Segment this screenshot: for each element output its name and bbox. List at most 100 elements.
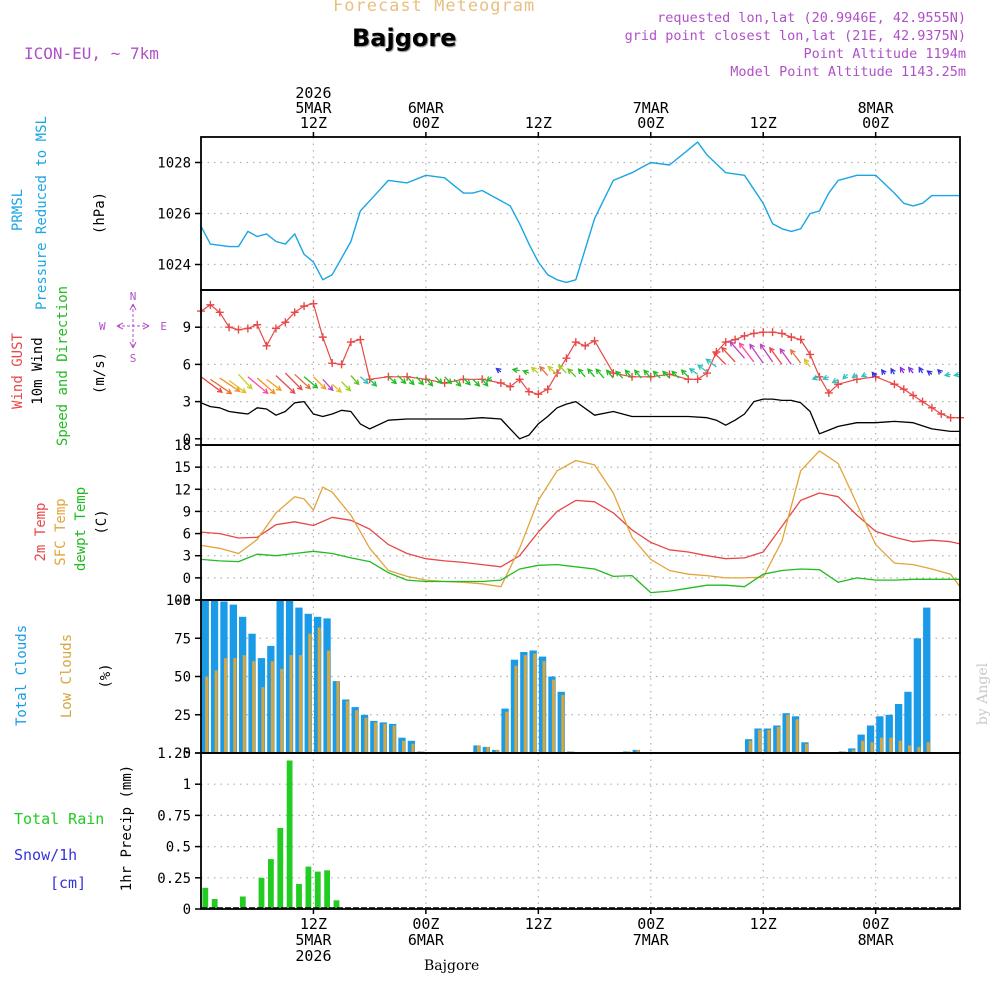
wind-direction-arrow	[219, 377, 241, 392]
pressure-line	[200, 141, 960, 284]
low-cloud-bar	[392, 725, 396, 753]
wind-direction-arrow	[350, 375, 360, 386]
wind-gust-marker	[581, 341, 590, 350]
wind-direction-arrow	[256, 377, 276, 395]
wind-gust-marker	[628, 372, 637, 381]
wind-direction-arrow	[434, 376, 443, 385]
compass-north: N	[130, 290, 137, 303]
y-tick-label: 18	[174, 438, 191, 454]
wind-direction-arrow	[462, 377, 471, 386]
wind-direction-arrow	[643, 369, 652, 379]
wind-gust-marker	[515, 375, 524, 384]
wind-direction-arrow	[822, 374, 830, 381]
time-label-top: 12Z	[300, 114, 327, 132]
wind-direction-arrow	[697, 364, 708, 373]
y-tick-label: 0	[183, 571, 191, 587]
wind-direction-arrow	[369, 378, 378, 387]
compass-south: S	[130, 352, 137, 365]
wind-direction-arrow	[284, 372, 303, 391]
low-cloud-bar	[214, 670, 218, 753]
low-cloud-bar	[327, 650, 331, 753]
wind-direction-arrow	[749, 343, 764, 364]
time-label-top: 6MAR	[408, 99, 445, 117]
wind-direction-arrow	[210, 378, 233, 395]
wind-direction-arrow	[595, 368, 605, 379]
wind-direction-arrow	[416, 376, 425, 386]
low-cloud-bar	[270, 661, 274, 753]
time-label-top: 2026	[295, 84, 331, 102]
wind-gust-marker	[749, 329, 758, 338]
y-tick-label: 9	[183, 320, 191, 336]
wind-gust-marker	[721, 338, 730, 347]
wind-direction-arrow	[406, 376, 415, 386]
low-cloud-bar	[917, 746, 921, 753]
low-cloud-bar	[345, 701, 349, 753]
wind-gust-marker	[318, 333, 327, 342]
total-cloud-bar	[745, 739, 753, 753]
wind-gust-marker	[478, 375, 487, 384]
wind-direction-arrow	[720, 346, 736, 363]
wind-gust-marker	[243, 324, 252, 333]
low-cloud-bar	[926, 742, 930, 753]
wind-direction-arrow	[387, 376, 398, 385]
time-label-bottom: 00Z	[412, 915, 439, 933]
wind-direction-arrow	[472, 378, 481, 387]
total-cloud-bar	[276, 600, 284, 753]
low-cloud-bar	[551, 679, 555, 753]
y-tick-label: 3	[183, 395, 191, 411]
wind-direction-arrow	[953, 371, 961, 378]
wind-gust-marker	[571, 338, 580, 347]
wind-gust-marker	[553, 369, 562, 378]
wind-direction-arrow	[759, 343, 774, 363]
wind-gust-marker	[787, 333, 796, 342]
wind-direction-arrow	[705, 358, 717, 368]
time-label-bottom: 6MAR	[408, 931, 445, 949]
compass-east: E	[160, 320, 167, 333]
compass-cross	[117, 304, 149, 348]
y-tick-label: 0	[183, 746, 191, 762]
low-cloud-bar	[224, 658, 228, 753]
rain-bar	[202, 887, 209, 909]
wind-gust-marker	[421, 375, 430, 384]
low-cloud-bar	[767, 730, 771, 753]
total-cloud-bar	[332, 681, 340, 753]
time-label-top: 12Z	[525, 114, 552, 132]
rain-bar	[314, 871, 321, 909]
y-tick-label: -3	[174, 593, 191, 609]
wind-direction-arrow	[303, 376, 319, 389]
time-label-bottom: 00Z	[637, 915, 664, 933]
total-cloud-bar	[370, 720, 378, 753]
low-cloud-bar	[889, 737, 893, 753]
total-cloud-bar	[923, 607, 931, 753]
total-cloud-bar	[876, 716, 884, 753]
time-label-bottom: 12Z	[300, 915, 327, 933]
rain-bar	[258, 877, 265, 909]
wind-direction-arrow	[397, 375, 407, 385]
wind-direction-arrow	[567, 368, 577, 378]
low-cloud-bar	[776, 727, 780, 753]
y-tick-label: 75	[174, 631, 191, 647]
wind-gust-marker	[496, 379, 505, 387]
wind-gust-marker	[759, 328, 768, 337]
total-cloud-bar	[342, 699, 350, 753]
time-label-top: 5MAR	[295, 99, 332, 117]
time-label-bottom: 2026	[295, 947, 331, 965]
rain-bar	[286, 760, 293, 909]
low-cloud-bar	[870, 742, 874, 753]
wind-direction-arrow	[937, 368, 943, 375]
rain-bar	[277, 827, 284, 909]
y-tick-label: 0	[183, 432, 191, 448]
temp-dewpt-line	[200, 550, 960, 594]
wind-direction-arrow	[943, 371, 951, 378]
wind-gust-marker	[253, 320, 262, 329]
wind-gust-marker	[899, 385, 908, 394]
wind-direction-arrow	[605, 369, 614, 379]
wind-gust-marker	[225, 323, 234, 332]
low-cloud-bar	[861, 740, 865, 753]
time-label-bottom: 00Z	[862, 915, 889, 933]
wind-gust-marker	[543, 385, 552, 394]
panel-frame	[200, 752, 961, 910]
wind-gust-marker	[777, 329, 786, 338]
total-cloud-bar	[848, 748, 856, 753]
wind-gust-marker	[262, 341, 271, 350]
